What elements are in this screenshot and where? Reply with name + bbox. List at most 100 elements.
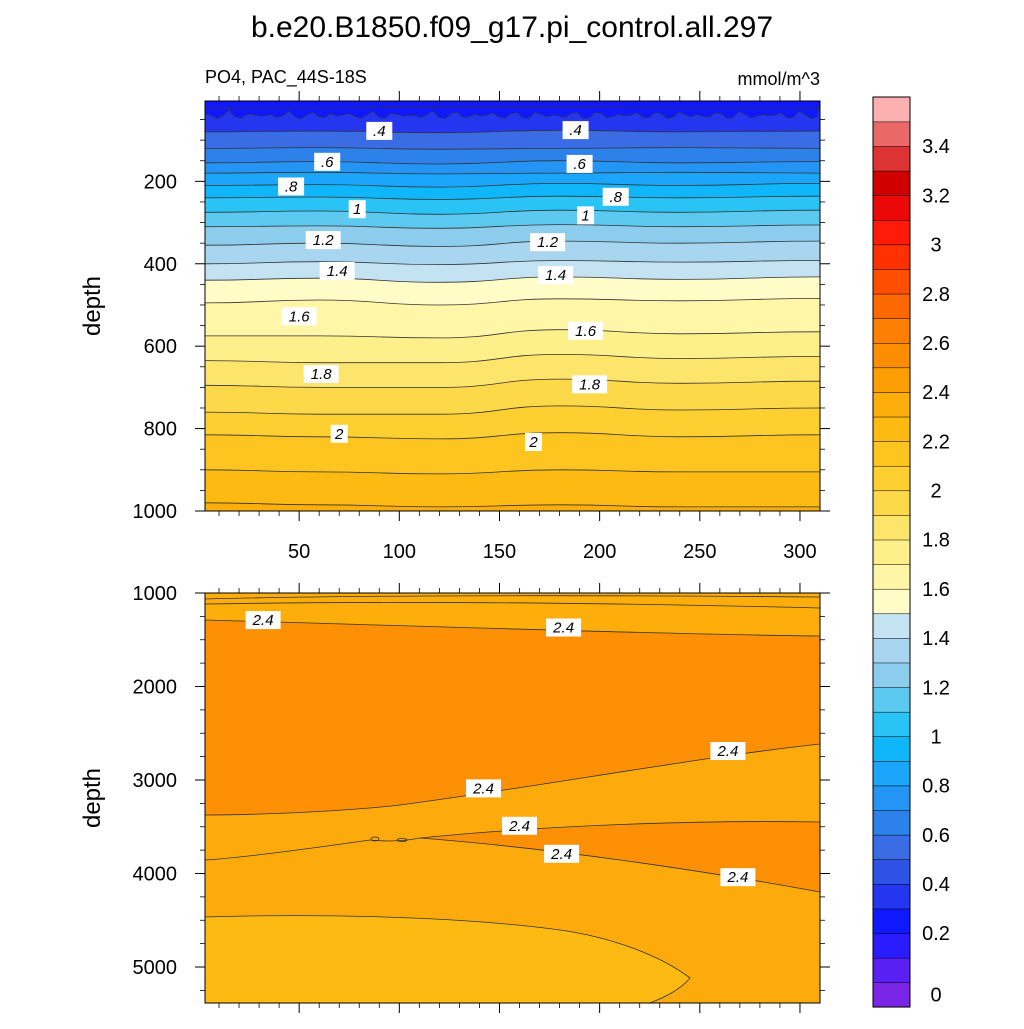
- panel-subtitle-left: PO4, PAC_44S-18S: [205, 67, 367, 88]
- contour-label-box: [525, 433, 542, 451]
- band-0-4: [205, 130, 820, 150]
- contour-label-box: [245, 611, 281, 630]
- contour-label: 2: [330, 424, 348, 443]
- contour-line: [205, 298, 820, 306]
- surface-band: [205, 101, 820, 120]
- contour-label-box: [546, 618, 582, 637]
- contour-line: [205, 182, 820, 188]
- contour-label-box: [538, 266, 574, 285]
- contour-label: 2.4: [546, 618, 582, 637]
- colorbar-swatch: [872, 367, 911, 393]
- colorbar-swatch: [872, 564, 911, 590]
- contour-label: 1: [577, 206, 595, 225]
- band-2: [205, 432, 820, 474]
- contour-label-box: [348, 200, 366, 219]
- contour-label: 2.4: [720, 868, 756, 887]
- contour-label-text: 2: [528, 434, 538, 451]
- colorbar-swatch: [872, 711, 911, 737]
- contour-line: [205, 595, 820, 600]
- region-2-6-wedge: [420, 821, 820, 892]
- colorbar-label: 1.2: [922, 677, 950, 699]
- contour-label-box: [568, 321, 604, 340]
- colorbar-swatch: [872, 514, 911, 541]
- band-1-3: [205, 260, 820, 283]
- contour-label: 1.8: [572, 375, 608, 394]
- contour-line: [205, 160, 820, 165]
- lower-panel: 2.4 2.4 2.4 2.4 2.4 2.4 2.4 1000 2000 3000 4000 50…: [79, 583, 830, 1013]
- lower-contour-labels: 2.4 2.4 2.4 2.4 2.4 2.4 2.4: [245, 611, 756, 887]
- band-1-9: [205, 405, 820, 439]
- contour-label: 1.2: [530, 233, 566, 252]
- colorbar-swatch: [872, 441, 911, 467]
- colorbar-swatch: [872, 145, 911, 172]
- upper-y-axis-title: depth: [79, 276, 106, 336]
- colorbar-swatch: [872, 416, 911, 442]
- contour-label: 1.6: [281, 307, 317, 326]
- colorbar-swatch: [872, 883, 911, 910]
- contour-label-box: [530, 233, 566, 252]
- contour-label-text: 1.6: [575, 323, 597, 340]
- colorbar-label: 2: [930, 481, 941, 503]
- contour-label-text: .8: [609, 189, 622, 206]
- contour-line: [419, 837, 820, 893]
- colorbar-swatch: [872, 490, 911, 516]
- contour-label-box: [281, 307, 317, 326]
- upper-plot-frame: [204, 100, 821, 512]
- contour-line: [205, 821, 820, 861]
- contour-label-box: [566, 154, 593, 173]
- contour-label: .4: [366, 121, 393, 140]
- contour-label-text: 1.8: [579, 376, 601, 393]
- contour-label: 2.4: [502, 816, 537, 835]
- contour-label-text: 2.4: [726, 869, 748, 886]
- colorbar-label: 0.6: [922, 825, 950, 847]
- contour-label: .8: [602, 187, 629, 206]
- x-tick-label: 200: [583, 541, 616, 563]
- lower-plot-frame: [204, 592, 821, 1004]
- colorbar-label: 0: [930, 985, 941, 1007]
- y-tick-label: 5000: [133, 957, 178, 979]
- contour-line: [205, 602, 820, 609]
- lower-axes: 1000 2000 3000 4000 5000: [133, 583, 830, 1013]
- region-2-2-bottom: [205, 915, 690, 1003]
- contour-label: 1.4: [319, 262, 355, 280]
- contour-line: [205, 224, 820, 229]
- contour-label-text: .6: [573, 156, 586, 173]
- colorbar-swatch: [872, 613, 911, 639]
- contour-line: [205, 502, 820, 508]
- contour-label-text: 2.4: [550, 846, 572, 863]
- contour-line: [205, 378, 820, 388]
- contour-label-box: [562, 121, 589, 140]
- y-tick-label: 200: [144, 171, 177, 193]
- contour-label: 2.4: [710, 742, 746, 760]
- lower-contour-lines: [205, 595, 820, 1003]
- contour-label-box: [466, 779, 501, 798]
- colorbar-label: 2.4: [922, 382, 950, 404]
- contour-line: [205, 209, 820, 215]
- contour-label-text: .4: [373, 123, 386, 140]
- colorbar-swatch: [872, 121, 911, 147]
- colorbar-swatch: [872, 785, 911, 811]
- region-2-4-middle: [205, 744, 820, 860]
- contour-label-text: 1.4: [327, 263, 348, 280]
- colorbar-swatch: [872, 637, 911, 664]
- band-1-7: [205, 354, 820, 388]
- contour-line: [205, 147, 820, 150]
- y-tick-label: 3000: [133, 770, 178, 792]
- contour-label-text: .6: [321, 154, 334, 171]
- contour-label: .6: [566, 154, 593, 173]
- x-tick-label: 50: [288, 541, 310, 563]
- contour-label: .8: [278, 177, 305, 196]
- contour-label: 1.2: [305, 231, 341, 250]
- contour-label-text: 2.4: [552, 620, 574, 637]
- contour-line: [205, 129, 820, 134]
- contour-closed-loop: [370, 836, 380, 842]
- colorbar-swatch: [872, 96, 911, 123]
- contour-label-box: [720, 868, 756, 887]
- colorbar-swatch: [872, 687, 911, 713]
- contour-label-text: 1.6: [289, 308, 311, 325]
- contour-label: 1: [348, 200, 366, 219]
- colorbar-swatch: [872, 662, 911, 688]
- colorbar-label: 1: [930, 727, 941, 749]
- colorbar-swatch: [872, 736, 911, 762]
